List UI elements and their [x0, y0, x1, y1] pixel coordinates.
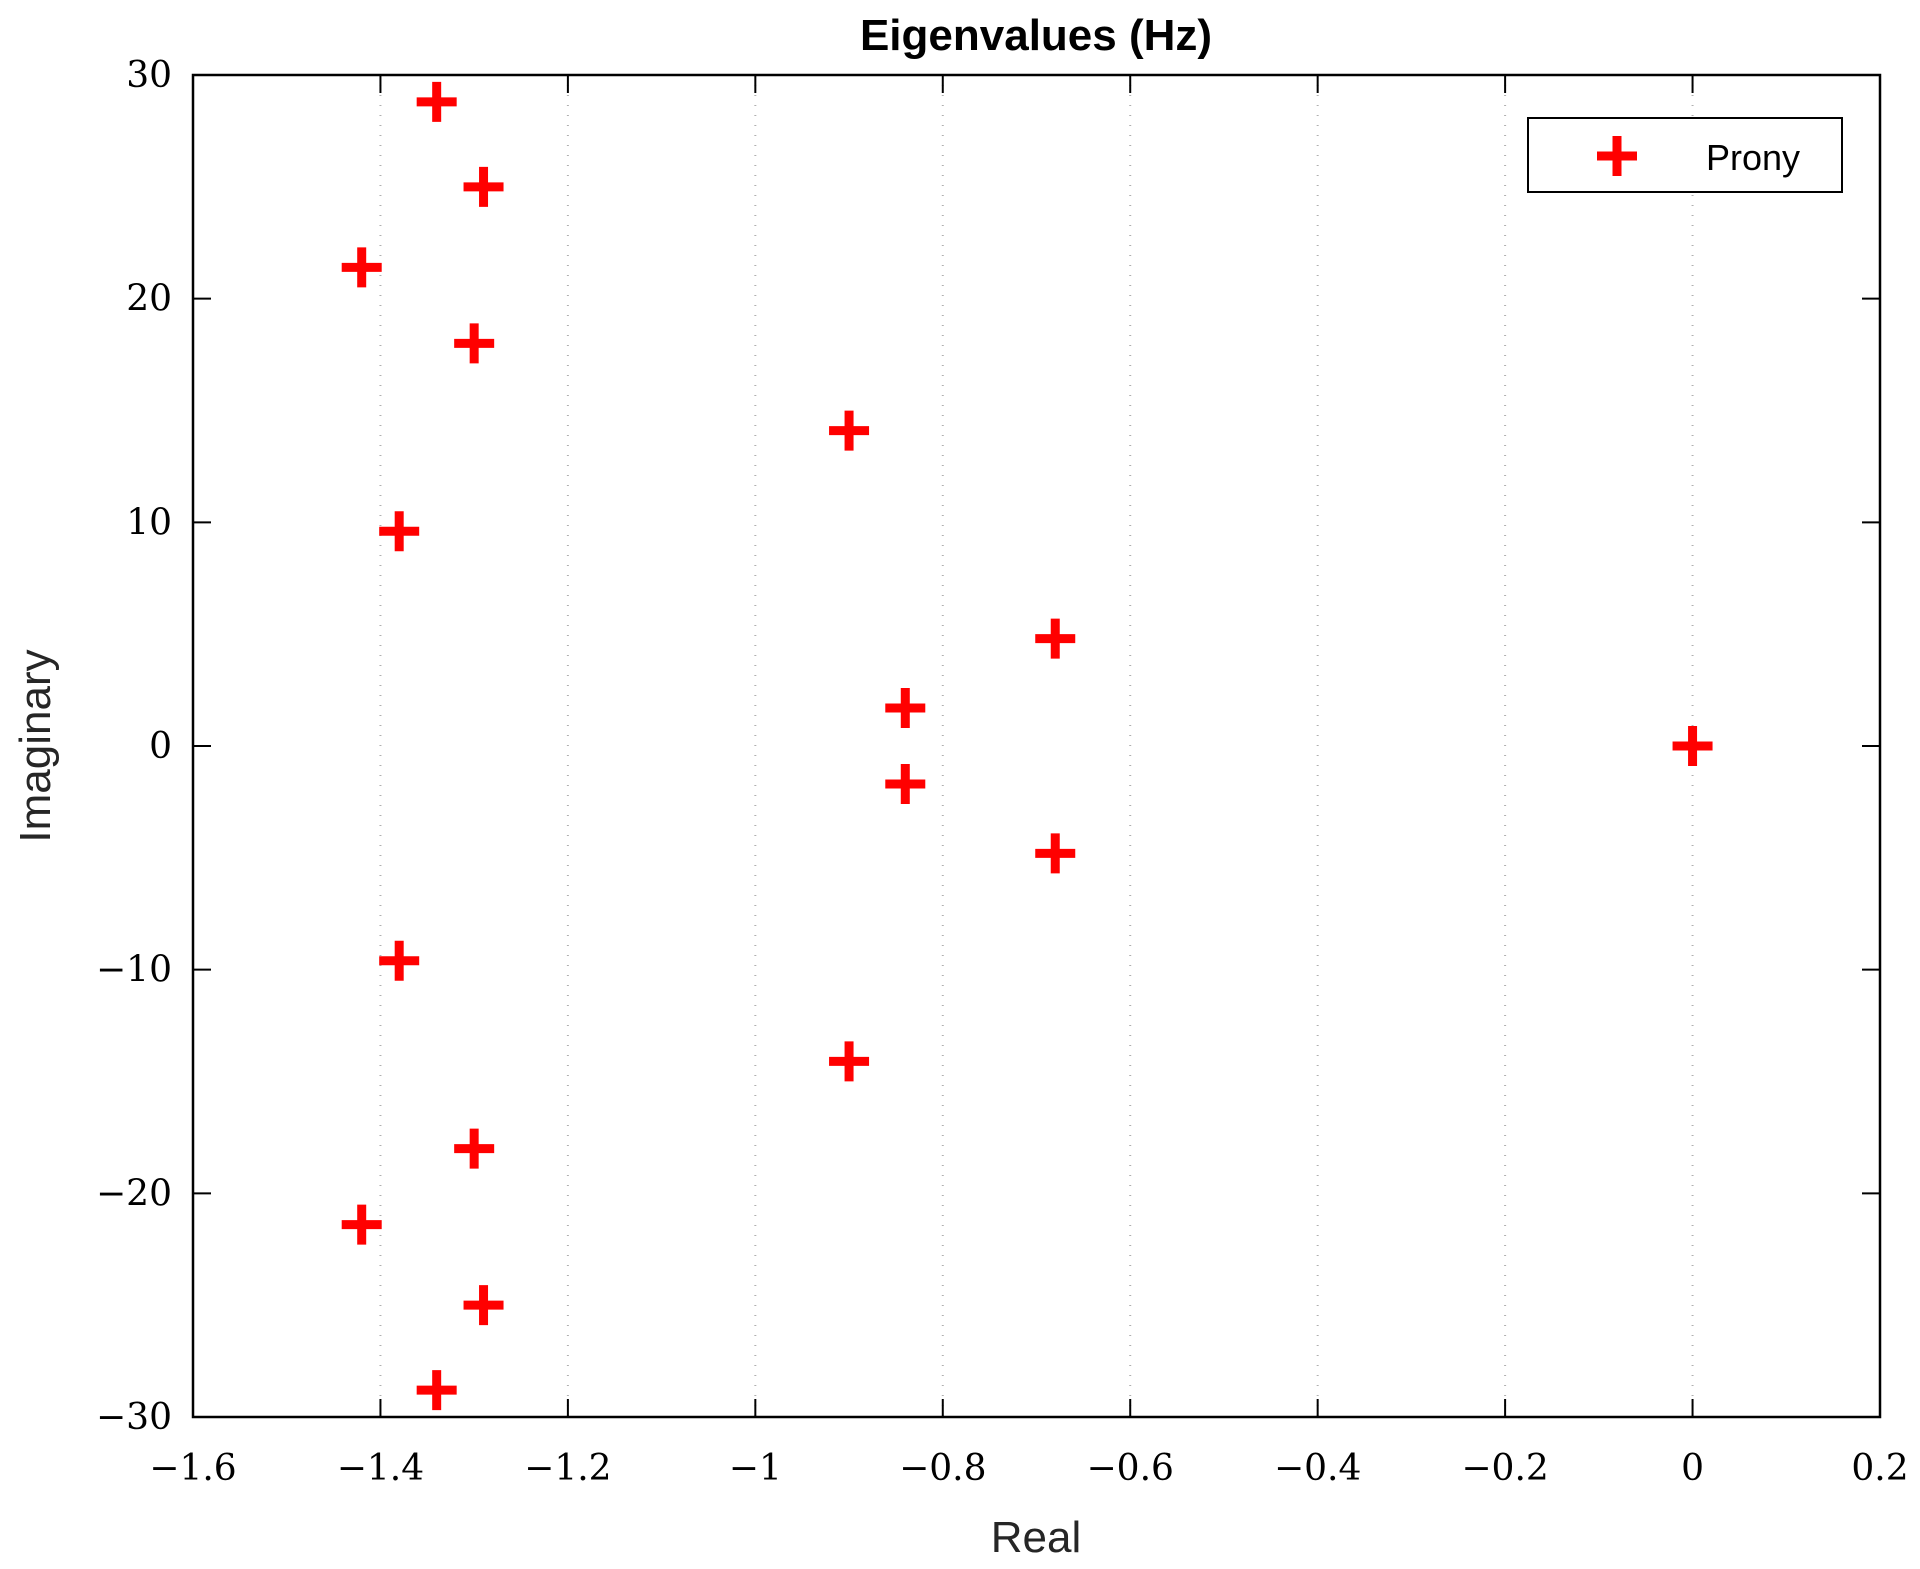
- x-tick-label: −0.4: [1274, 1448, 1361, 1489]
- data-point: [454, 1128, 495, 1169]
- data-point: [829, 1041, 870, 1082]
- y-tick-label: 20: [126, 279, 172, 320]
- y-tick-label: −30: [96, 1397, 172, 1438]
- data-point: [463, 166, 504, 207]
- y-tick-label: 10: [126, 502, 172, 543]
- legend-box: [1527, 117, 1843, 193]
- x-axis-label: Real: [991, 1513, 1082, 1562]
- data-point: [341, 1204, 382, 1245]
- legend-marker: [1597, 136, 1637, 176]
- data-point: [379, 511, 420, 552]
- data-point: [885, 764, 926, 805]
- y-tick-label: −20: [96, 1173, 172, 1214]
- legend-marker-plus-icon: [1597, 136, 1637, 176]
- data-point: [416, 81, 457, 122]
- data-point: [829, 410, 870, 451]
- x-tick-label: −1.4: [337, 1448, 424, 1489]
- y-axis-label: Imaginary: [11, 649, 60, 842]
- data-point: [1035, 618, 1076, 659]
- x-tick-label: −1.2: [524, 1448, 611, 1489]
- data-point: [1035, 833, 1076, 874]
- data-point: [463, 1285, 504, 1326]
- x-tick-label: −0.6: [1087, 1448, 1174, 1489]
- x-tick-label: −1: [729, 1448, 782, 1489]
- data-point: [454, 323, 495, 364]
- x-tick-label: 0: [1681, 1448, 1704, 1489]
- x-tick-label: −0.8: [899, 1448, 986, 1489]
- y-tick-label: −10: [96, 950, 172, 991]
- data-point: [379, 940, 420, 981]
- x-tick-labels: −1.6 −1.4 −1.2 −1 −0.8 −0.6 −0.4 −0.2 0 0.2: [149, 1448, 1908, 1489]
- y-tick-label: 0: [149, 726, 172, 767]
- axis-ticks: [192, 74, 1881, 1418]
- data-point: [1672, 726, 1713, 766]
- x-tick-label: 0.2: [1851, 1448, 1908, 1489]
- data-point: [341, 247, 382, 288]
- data-points: [341, 81, 1713, 1411]
- y-tick-labels: −30 −20 −10 0 10 20 30: [96, 55, 172, 1438]
- data-point: [416, 1370, 457, 1411]
- x-tick-label: −1.6: [149, 1448, 236, 1489]
- data-point: [885, 687, 926, 728]
- y-tick-label: 30: [126, 55, 172, 96]
- legend: Prony: [1527, 117, 1843, 193]
- legend-entry-prony: Prony: [1706, 137, 1800, 178]
- chart-title: Eigenvalues (Hz): [860, 11, 1212, 60]
- x-tick-label: −0.2: [1461, 1448, 1548, 1489]
